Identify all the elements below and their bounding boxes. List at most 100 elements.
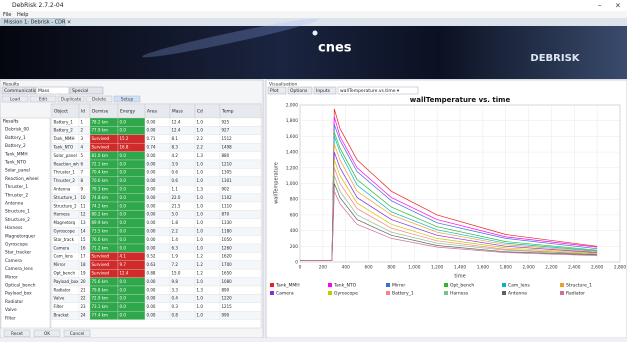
mission-tab-label[interactable]: Mission 1: Debrisk - CDR × [4, 20, 71, 26]
x-tick-label: 1,000 [408, 265, 421, 271]
table-cell-text: 0.00 [147, 203, 156, 208]
table-cell-text: Solar_panel [54, 153, 77, 158]
tree-item[interactable]: Star_tracker [5, 250, 31, 256]
table-cell-text: 0.0 [120, 178, 127, 183]
tree-item[interactable]: Tank_NTO [4, 160, 27, 166]
table-cell-text: 1180 [222, 229, 233, 234]
tree-item[interactable]: Mirror [5, 274, 18, 280]
column-header-label[interactable]: Mass [172, 109, 184, 115]
tree-item[interactable]: Optical_bench [5, 283, 36, 289]
column-header-label[interactable]: Area [147, 109, 157, 115]
toolbar-button-label[interactable]: Delete [92, 97, 106, 103]
table-cell-text: 7.2 [172, 262, 179, 267]
table-cell-text: 1498 [222, 145, 233, 150]
toolbar-button-label[interactable]: Setup [121, 97, 134, 103]
legend-label: Mirror [392, 283, 405, 289]
panel-tab-label[interactable]: Mass [38, 88, 50, 94]
table-cell-text: 15.0 [172, 271, 181, 276]
column-header-label[interactable]: Temp [221, 109, 234, 115]
table-cell-text: 0.0 [120, 161, 127, 166]
tree-item[interactable]: Antenna [5, 201, 23, 207]
table-cell-text: Thruster_2 [53, 178, 76, 183]
footer-button-label[interactable]: OK [44, 331, 50, 337]
table-cell-text: 0.74 [147, 145, 156, 150]
column-header-label[interactable]: Object [54, 109, 68, 115]
table-cell-text: 77.9 km [92, 128, 108, 133]
legend-swatch [444, 283, 448, 287]
table-cell-text: Survived [92, 145, 110, 150]
tree-item[interactable]: Structure_1 [5, 209, 30, 215]
tree-item[interactable]: Radiator [5, 299, 23, 305]
table-cell-text: 16 [81, 245, 87, 250]
table-cell-text: Payload_box [54, 279, 79, 284]
menu-item[interactable]: Help [17, 12, 28, 18]
column-header-label[interactable]: Energy [120, 109, 136, 115]
table-cell-text: Structure_2 [54, 203, 78, 208]
footer-button-label[interactable]: Cancel [70, 331, 85, 337]
close[interactable]: × [615, 2, 621, 10]
table-cell-text: Camera [54, 245, 70, 250]
title-bar [0, 0, 627, 11]
table-cell-text: 902 [222, 187, 230, 192]
tree-item[interactable]: Camera [5, 258, 22, 264]
table-cell-text: 0.00 [147, 237, 156, 242]
y-tick-label: 600 [290, 212, 298, 218]
column-header-label[interactable]: Id [81, 109, 85, 115]
footer-button-label[interactable]: Reset [11, 331, 23, 337]
tree-item[interactable]: Payload_box [5, 291, 32, 297]
table-cell-text: 0.0 [120, 153, 127, 158]
tree-item[interactable]: Battery_2 [5, 143, 26, 149]
column-header-label[interactable]: Cd [197, 109, 203, 115]
toolbar-label[interactable]: wallTemperature.vs.time ▾ [340, 88, 400, 94]
table-cell-text: 2.2 [172, 229, 179, 234]
legend-label: Tank_NTO [333, 283, 357, 289]
y-tick-label: 200 [290, 244, 298, 250]
tree-item[interactable]: Harness [5, 225, 23, 231]
legend-label: Harness [450, 291, 469, 297]
toolbar-label[interactable]: Inputs [316, 88, 331, 94]
tree-item[interactable]: Thruster_2 [4, 192, 28, 198]
toolbar-button-label[interactable]: Duplicate [61, 97, 82, 103]
left-panel-header: Results [3, 82, 20, 88]
table-cell-text: 4.2 [172, 153, 179, 158]
table-cell-text: 1.2 [197, 271, 204, 276]
tree-item[interactable]: Results [3, 119, 19, 125]
toolbar-button-label[interactable]: Edit [39, 97, 48, 103]
tree-item[interactable]: Tank_MMH [4, 151, 28, 157]
minimize[interactable]: – [598, 2, 602, 10]
table-cell-text: 1.0 [197, 229, 204, 234]
x-tick-label: 2,400 [568, 265, 581, 271]
tree-item[interactable]: Camera_lens [5, 266, 34, 272]
panel-tab-label[interactable]: Special [72, 88, 88, 94]
x-tick-label: 2,800 [614, 265, 627, 271]
tree-item[interactable]: Solar_panel [5, 168, 30, 174]
table-cell-text: 927 [222, 128, 230, 133]
column-header-label[interactable]: Demise [92, 109, 109, 115]
tree-item[interactable]: Battery_1 [5, 135, 26, 141]
menu-item[interactable]: File [3, 12, 11, 18]
x-tick-label: 2,200 [545, 265, 558, 271]
table-cell-text: 0.00 [147, 229, 156, 234]
tree-item[interactable]: Gyroscope [5, 242, 28, 248]
toolbar-label[interactable]: Options [290, 88, 308, 94]
x-tick-label: 200 [319, 265, 327, 271]
table-cell-text: 1.4 [172, 237, 179, 242]
table-cell-text: 0.00 [147, 279, 156, 284]
tree-item[interactable]: Filter [5, 315, 16, 321]
table-cell-text: Tank_NTO [53, 145, 74, 150]
table-cell-text: 0.8 [172, 313, 179, 318]
tree-item[interactable]: Thruster_1 [4, 184, 28, 190]
toolbar-label[interactable]: Plot [270, 88, 279, 94]
table-cell-text: 0.0 [120, 212, 127, 217]
table-cell-text: 3.3 [172, 287, 179, 292]
toolbar-button-label[interactable]: Load [10, 97, 21, 103]
table-cell-text: Survived [92, 262, 110, 267]
table-cell-text: 73.5 km [92, 229, 108, 234]
tree-item[interactable]: Debrisk_00 [5, 127, 29, 133]
table-cell-text: Survived [92, 271, 110, 276]
tree-item[interactable]: Reaction_wheel [5, 176, 39, 182]
legend-swatch [560, 283, 564, 287]
tree-item[interactable]: Magnetorquer [5, 233, 36, 239]
tree-item[interactable]: Structure_2 [5, 217, 30, 223]
tree-item[interactable]: Valve [5, 307, 17, 313]
